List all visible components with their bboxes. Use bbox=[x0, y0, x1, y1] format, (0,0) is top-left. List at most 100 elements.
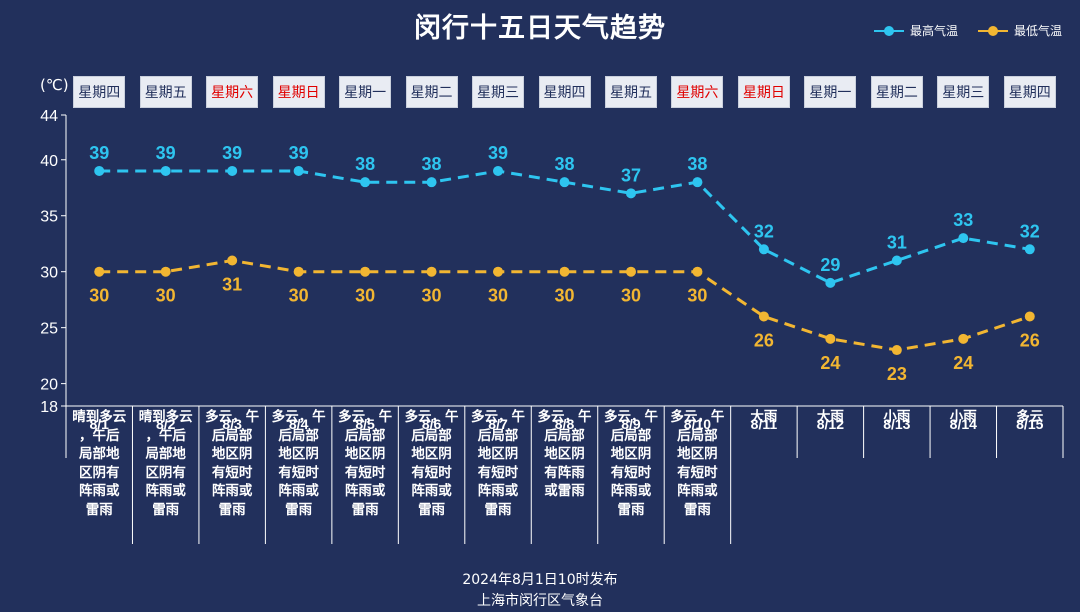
low-temp-label: 30 bbox=[422, 286, 442, 306]
weekday-label: 星期六 bbox=[671, 76, 724, 108]
weather-condition-line: 晴到多云 bbox=[72, 409, 127, 425]
high-temp-point bbox=[825, 277, 836, 288]
weather-condition-line: 雷雨 bbox=[218, 501, 246, 518]
low-temp-label: 30 bbox=[289, 286, 309, 306]
x-tick-label: 8/3 bbox=[222, 416, 242, 432]
x-tick-label: 8/6 bbox=[422, 416, 442, 432]
weather-condition-line: 小雨 bbox=[949, 409, 977, 425]
x-tick-label: 8/9 bbox=[621, 416, 641, 432]
weather-condition-line: 地区阴 bbox=[344, 446, 386, 463]
low-temp-point bbox=[559, 266, 570, 277]
legend-item-low[interactable]: 最低气温 bbox=[977, 22, 1062, 39]
high-temp-point bbox=[426, 177, 437, 188]
weather-condition-line: 阵雨或 bbox=[78, 483, 120, 500]
x-tick-label: 8/11 bbox=[751, 416, 778, 432]
weather-condition-line: 后局部 bbox=[411, 427, 452, 444]
weather-condition-line: 多云，午 bbox=[471, 409, 526, 425]
low-temp-point bbox=[625, 266, 636, 277]
weather-condition-line: 多云，午 bbox=[205, 409, 260, 425]
low-temp-label: 30 bbox=[621, 286, 641, 306]
x-tick-label: 8/12 bbox=[817, 416, 844, 432]
high-temp-point bbox=[891, 255, 902, 266]
x-tick-label: 8/5 bbox=[355, 416, 375, 432]
x-tick-label: 8/10 bbox=[684, 416, 711, 432]
weather-condition-line: 后局部 bbox=[677, 427, 718, 444]
high-temp-label: 39 bbox=[89, 143, 109, 163]
legend: 最高气温 最低气温 bbox=[873, 22, 1062, 39]
high-temp-label: 33 bbox=[953, 210, 973, 230]
weather-condition-line: 阵雨或 bbox=[211, 483, 253, 500]
high-temp-label: 39 bbox=[156, 143, 176, 163]
low-temp-point bbox=[227, 255, 238, 266]
weather-condition-line: 有短时 bbox=[344, 464, 386, 481]
weather-condition-line: 区阴有 bbox=[145, 464, 186, 481]
weather-condition-line: 雷雨 bbox=[484, 501, 512, 518]
weather-condition-line: 多云，午 bbox=[537, 409, 592, 425]
low-temp-label: 24 bbox=[820, 353, 840, 373]
low-temp-point bbox=[426, 266, 437, 277]
weather-condition-line: 有短时 bbox=[477, 464, 519, 481]
weather-condition: 小雨 bbox=[930, 408, 996, 427]
low-temp-label: 31 bbox=[222, 275, 242, 295]
high-temp-label: 32 bbox=[754, 221, 774, 241]
weather-condition: 多云，午 后局部 地区阴 有短时 阵雨或 雷雨 bbox=[465, 408, 531, 520]
y-tick-label: 18 bbox=[40, 399, 58, 416]
high-temp-label: 32 bbox=[1020, 221, 1040, 241]
weather-condition-line: 雷雨 bbox=[683, 501, 711, 518]
weather-condition: 多云，午 后局部 地区阴 有短时 阵雨或 雷雨 bbox=[332, 408, 398, 520]
y-tick-label: 44 bbox=[40, 108, 58, 125]
high-temp-point bbox=[958, 233, 969, 244]
weekday-label: 星期二 bbox=[405, 76, 458, 108]
low-temp-point bbox=[1024, 311, 1035, 322]
low-temp-label: 30 bbox=[89, 286, 109, 306]
weather-condition-line: 雷雨 bbox=[351, 501, 379, 518]
x-tick-label: 8/14 bbox=[950, 416, 977, 432]
weather-condition-line: 小雨 bbox=[883, 409, 911, 425]
weekday-label: 星期四 bbox=[73, 76, 126, 108]
weather-condition-line: 后局部 bbox=[211, 427, 253, 444]
weather-condition: 大雨 bbox=[797, 408, 863, 427]
publish-time: 2024年8月1日10时发布 bbox=[462, 572, 618, 588]
weather-condition-line: 后局部 bbox=[477, 427, 519, 444]
low-temp-label: 26 bbox=[754, 330, 774, 350]
weather-condition: 小雨 bbox=[864, 408, 930, 427]
weather-condition: 晴到多云 ，午后 局部地 区阴有 阵雨或 雷雨 bbox=[133, 408, 199, 520]
weather-condition-line: 阵雨或 bbox=[677, 483, 718, 500]
low-temp-label: 30 bbox=[687, 286, 707, 306]
high-temp-point bbox=[160, 165, 171, 176]
weather-condition-line: 地区阴 bbox=[610, 446, 652, 463]
weather-condition-line: 大雨 bbox=[750, 409, 778, 425]
y-tick-label: 25 bbox=[40, 321, 58, 338]
low-temp-point bbox=[825, 333, 836, 344]
weather-condition-line: 多云，午 bbox=[338, 409, 393, 425]
weather-condition-line: 有短时 bbox=[610, 464, 652, 481]
y-tick-label: 30 bbox=[40, 265, 58, 282]
weekday-label: 星期日 bbox=[272, 76, 325, 108]
legend-item-high[interactable]: 最高气温 bbox=[873, 22, 958, 39]
legend-label-high: 最高气温 bbox=[909, 24, 958, 38]
weather-condition-line: 地区阴 bbox=[211, 446, 253, 463]
weather-condition-line: 阵雨或 bbox=[610, 483, 652, 500]
high-temp-point bbox=[360, 177, 371, 188]
y-tick-label: 35 bbox=[40, 209, 58, 226]
high-temp-label: 38 bbox=[355, 154, 375, 174]
weather-condition-line: 有阵雨 bbox=[544, 464, 585, 481]
weekday-label: 星期一 bbox=[339, 76, 392, 108]
low-temp-label: 23 bbox=[887, 364, 907, 384]
weather-condition-line: 区阴有 bbox=[78, 464, 120, 481]
low-temp-label: 30 bbox=[554, 286, 574, 306]
high-temp-point bbox=[1024, 244, 1035, 255]
weekday-label: 星期五 bbox=[139, 76, 192, 108]
weather-condition: 多云，午 后局部 地区阴 有短时 阵雨或 雷雨 bbox=[399, 408, 465, 520]
weather-condition-line: 局部地 bbox=[145, 446, 186, 463]
low-temp-label: 30 bbox=[156, 286, 176, 306]
weather-condition-line: 地区阴 bbox=[278, 446, 319, 463]
weather-condition-line: 雷雨 bbox=[152, 501, 180, 518]
weather-condition-line: 多云，午 bbox=[404, 409, 459, 425]
low-temp-label: 30 bbox=[488, 286, 508, 306]
low-temp-line bbox=[99, 258, 1031, 352]
weekday-label: 星期三 bbox=[472, 76, 525, 108]
high-temp-label: 31 bbox=[887, 233, 907, 253]
weather-condition-line: 局部地 bbox=[78, 446, 120, 463]
